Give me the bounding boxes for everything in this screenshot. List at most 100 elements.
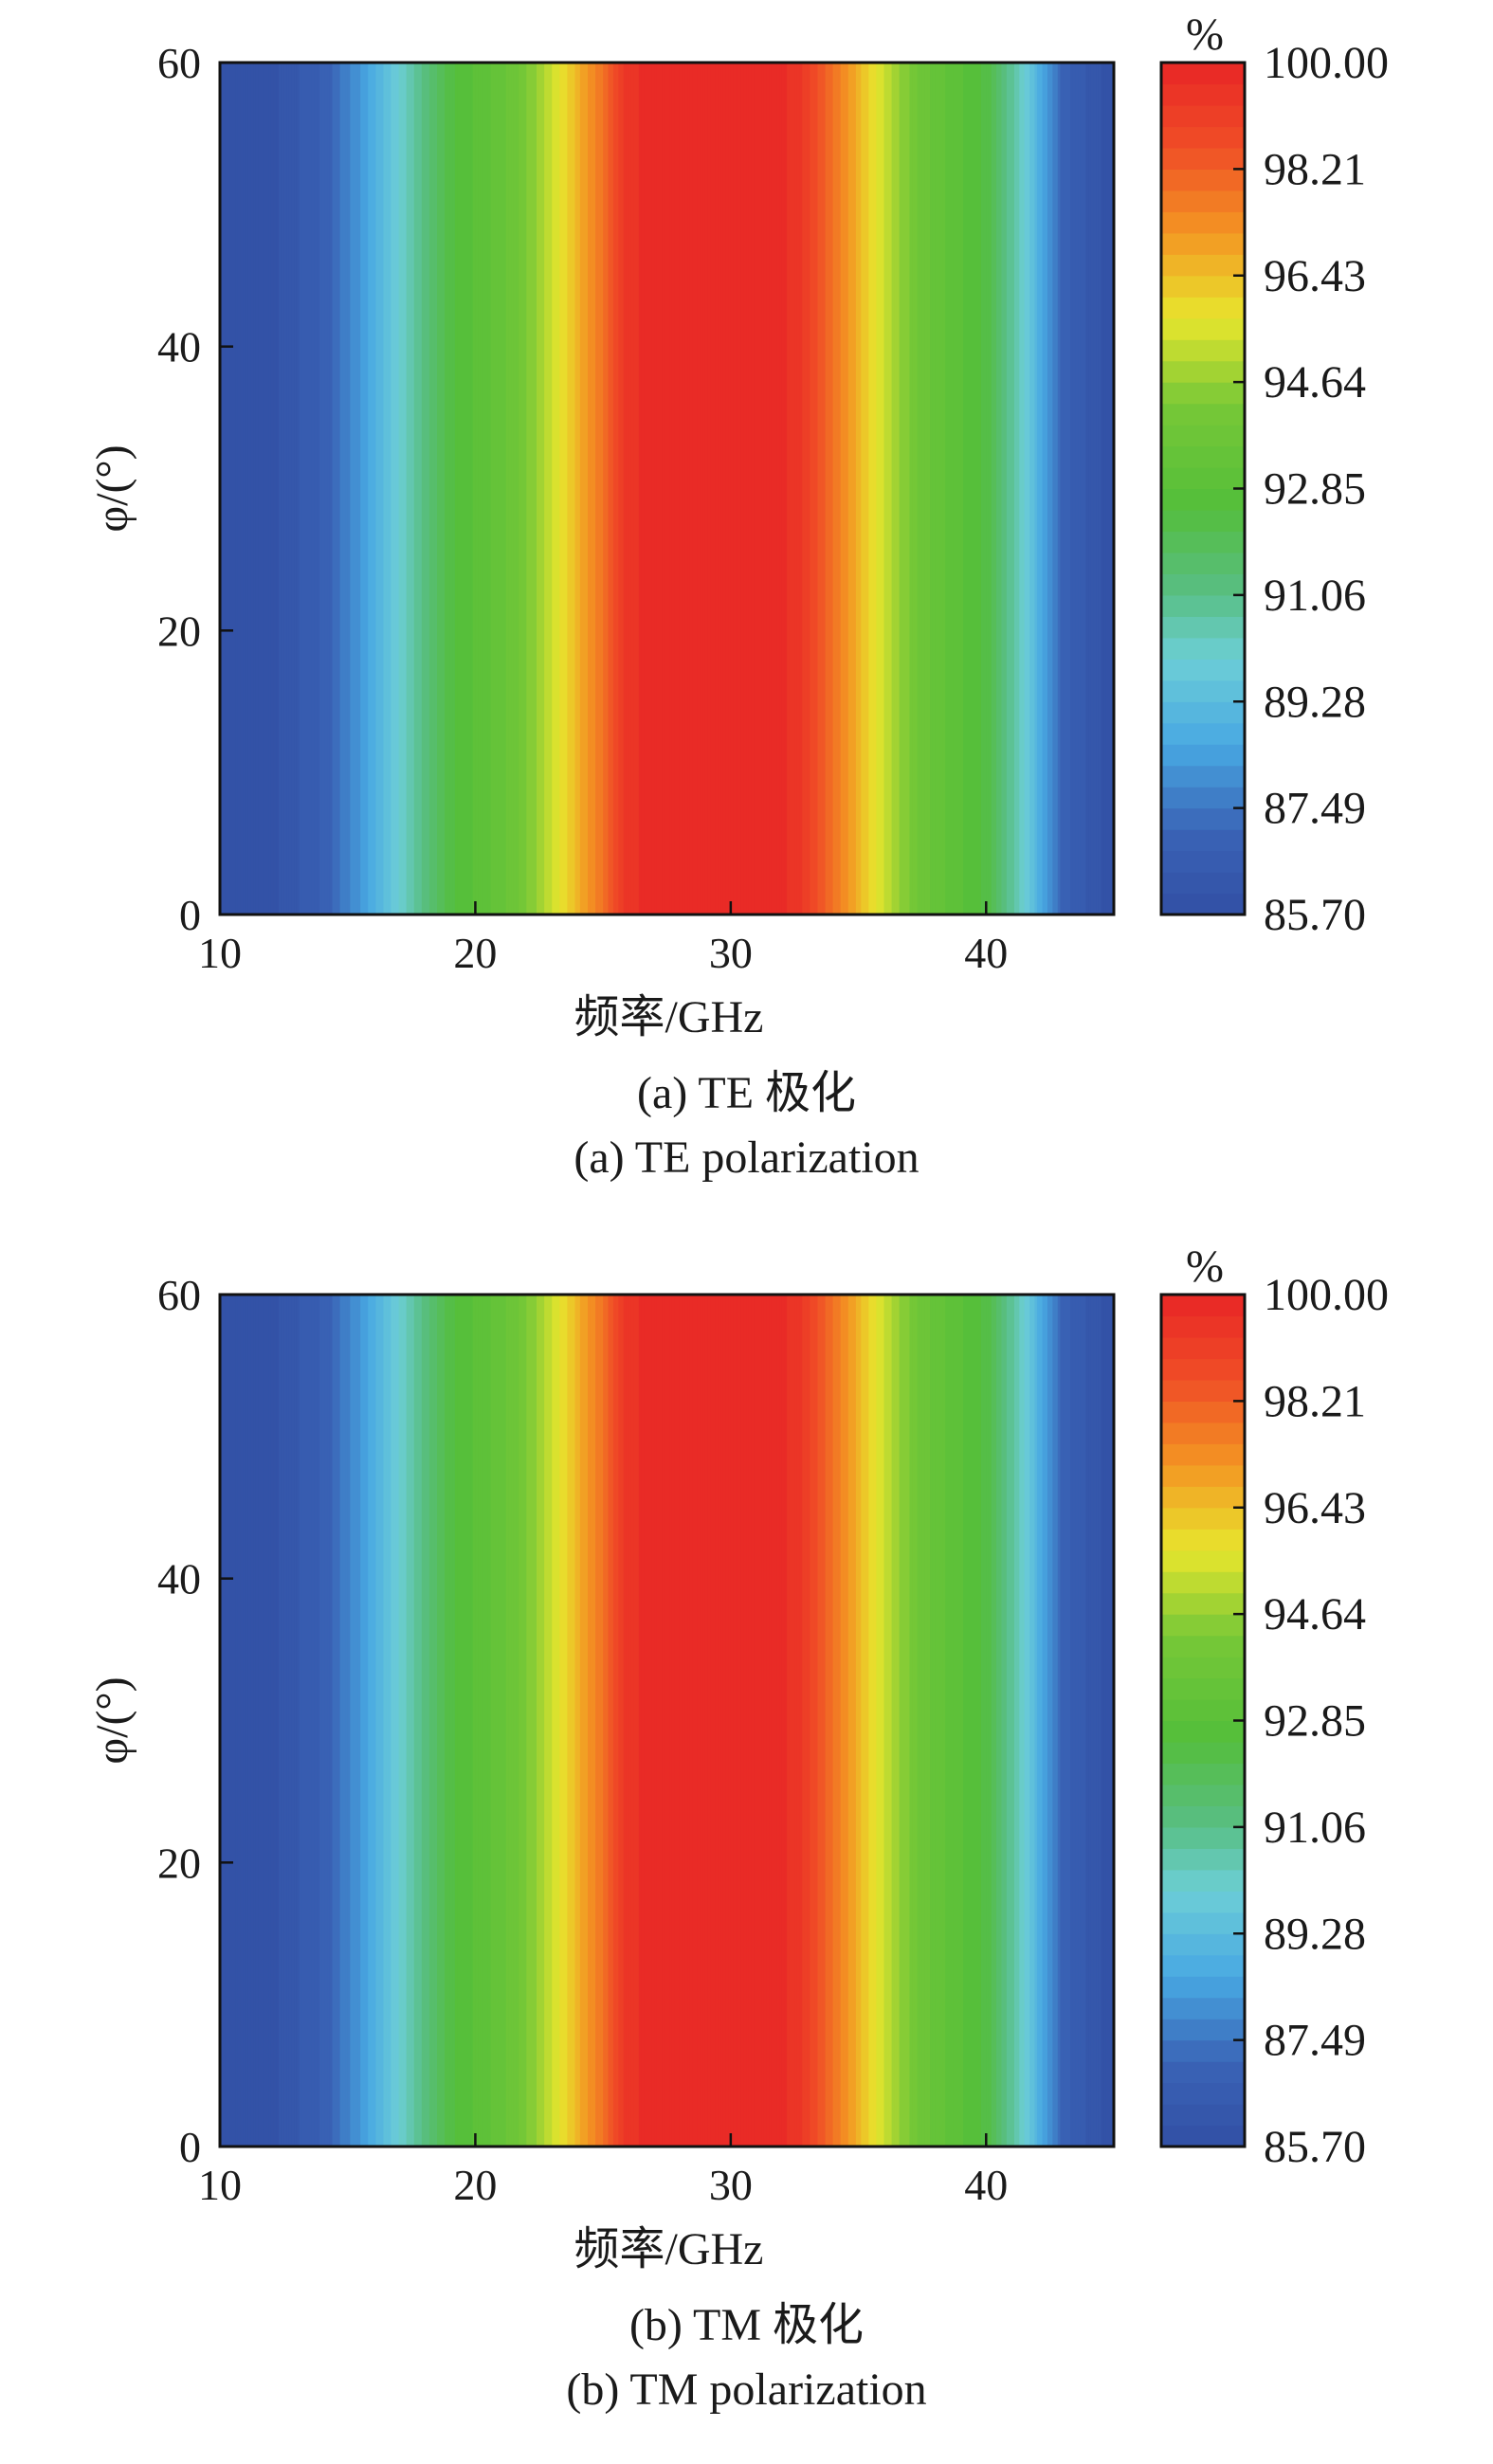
heatmap-cell	[792, 1295, 795, 2147]
heatmap-cell	[419, 1295, 423, 2147]
heatmap-cell	[1065, 63, 1069, 915]
colorbar-level	[1161, 616, 1245, 639]
colorbar: 85.70 87.49 89.28 91.06 92.85 94.64 96.43 98.21…	[1159, 9, 1389, 940]
colorbar-tick-label: 98.21	[1264, 144, 1366, 194]
heatmap-cell	[1108, 63, 1112, 915]
caption-en-te: (a) TE polarization	[574, 1132, 919, 1183]
heatmap-cell	[470, 63, 474, 915]
heatmap-cell	[380, 1295, 385, 2147]
heatmap-cell	[380, 63, 385, 915]
heatmap-cell	[628, 63, 632, 915]
heatmap-cell	[1001, 63, 1005, 915]
colorbar-level	[1161, 1486, 1245, 1509]
heatmap-cell	[817, 1295, 821, 2147]
heatmap-cell	[1083, 63, 1086, 915]
heatmap-cell	[270, 1295, 275, 2147]
heatmap-cell	[763, 1295, 768, 2147]
colorbar-level	[1161, 1826, 1245, 1849]
heatmap-cell	[457, 63, 461, 915]
heatmap-cell	[398, 63, 402, 915]
heatmap-cell	[715, 63, 719, 915]
heatmap-cell	[787, 63, 791, 915]
heatmap-cell	[253, 1295, 257, 2147]
heatmap-cell	[1065, 1295, 1069, 2147]
heatmap-cell	[697, 63, 701, 915]
heatmap-cell	[335, 63, 338, 915]
heatmap-cell	[582, 1295, 586, 2147]
heatmap-cell	[850, 63, 854, 915]
heatmap-cell	[365, 1295, 369, 2147]
heatmap-cell	[971, 1295, 974, 2147]
heatmap-cell	[633, 1295, 637, 2147]
heatmap-cell	[789, 63, 793, 915]
heatmap-cell	[998, 1295, 1003, 2147]
colorbar-level	[1161, 275, 1245, 298]
heatmap-cell	[409, 63, 412, 915]
heatmap-cell	[799, 1295, 803, 2147]
heatmap-cell	[245, 1295, 249, 2147]
heatmap-cell	[812, 1295, 816, 2147]
heatmap-cell	[692, 63, 696, 915]
heatmap-cell	[467, 63, 471, 915]
heatmap-cell	[579, 63, 584, 915]
colorbar-level	[1161, 2125, 1245, 2147]
heatmap-cell	[549, 63, 553, 915]
colorbar-level	[1161, 1997, 1245, 2020]
heatmap-cell	[725, 63, 729, 915]
heatmap-cell	[718, 1295, 721, 2147]
heatmap-cell	[608, 63, 611, 915]
heatmap-cell	[350, 1295, 354, 2147]
heatmap-cell	[406, 1295, 410, 2147]
heatmap-cell	[746, 63, 750, 915]
heatmap-cell	[626, 1295, 629, 2147]
heatmap-cell	[243, 63, 246, 915]
heatmap-cell	[846, 1295, 849, 2147]
heatmap-cell	[789, 1295, 793, 2147]
heatmap-cell	[957, 1295, 961, 2147]
heatmap-cell	[939, 1295, 944, 2147]
colorbar-level	[1161, 1911, 1245, 1934]
heatmap-cell	[828, 63, 831, 915]
heatmap-cell	[980, 1295, 985, 2147]
colorbar-level	[1161, 1763, 1245, 1785]
heatmap-cell	[472, 1295, 477, 2147]
heatmap-cell	[730, 63, 735, 915]
heatmap-cell	[395, 1295, 400, 2147]
heatmap-cell	[710, 1295, 714, 2147]
heatmap-cell	[442, 63, 446, 915]
heatmap-cell	[273, 1295, 277, 2147]
heatmap-cell	[531, 1295, 535, 2147]
heatmap-cell	[567, 1295, 571, 2147]
heatmap-cell	[439, 1295, 443, 2147]
heatmap-cell	[743, 63, 747, 915]
heatmap-cell	[437, 63, 441, 915]
heatmap-cell	[953, 63, 956, 915]
heatmap-cell	[883, 1295, 887, 2147]
heatmap-cell	[991, 1295, 994, 2147]
heatmap-cell	[253, 63, 257, 915]
heatmap-cell	[935, 63, 938, 915]
heatmap-cell	[947, 1295, 952, 2147]
heatmap-cell	[482, 1295, 486, 2147]
colorbar-level	[1161, 1720, 1245, 1743]
heatmap-cell	[332, 63, 336, 915]
heatmap-cells	[220, 63, 1115, 915]
heatmap-cell	[938, 63, 941, 915]
colorbar-level	[1161, 1529, 1245, 1551]
heatmap-cell	[1070, 1295, 1074, 2147]
heatmap-cell	[873, 1295, 878, 2147]
heatmap-cell	[270, 63, 275, 915]
heatmap-cell	[395, 63, 400, 915]
heatmap-cell	[519, 1295, 522, 2147]
colorbar-level	[1161, 83, 1245, 106]
heatmap-cell	[656, 63, 661, 915]
heatmap-cell	[873, 63, 878, 915]
heatmap-cell	[373, 1295, 376, 2147]
heatmap-cell	[501, 63, 504, 915]
heatmap-cell	[475, 63, 479, 915]
heatmap-cell	[240, 1295, 244, 2147]
heatmap-cell	[802, 63, 806, 915]
heatmap-cell	[781, 63, 786, 915]
heatmap-cell	[1037, 63, 1041, 915]
heatmap-cell	[222, 63, 226, 915]
